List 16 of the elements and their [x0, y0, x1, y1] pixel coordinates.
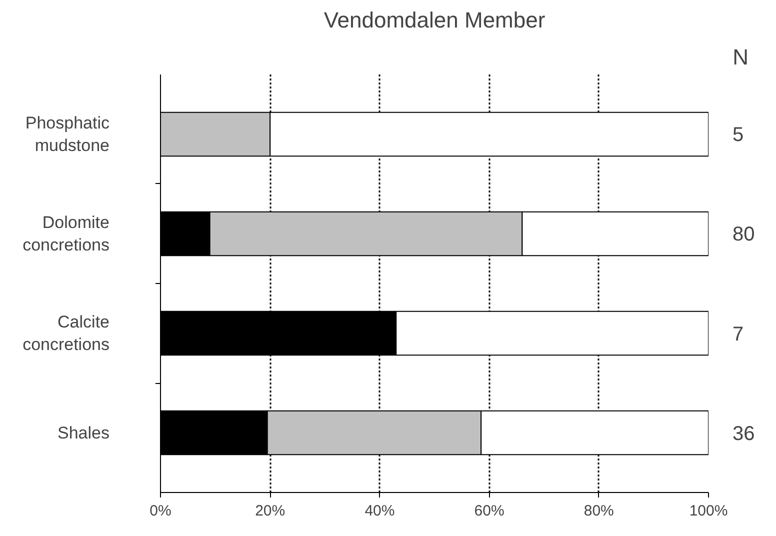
x-tick-label: 20% — [255, 502, 286, 520]
text: 5 — [732, 124, 744, 146]
text: 36 — [732, 422, 755, 445]
x-tick-label: 40% — [364, 502, 395, 520]
text: N — [732, 44, 749, 70]
x-tick-label: 100% — [689, 502, 728, 520]
x-tick-label: 80% — [584, 502, 614, 520]
text: 7 — [732, 323, 744, 346]
y-tick-label: Dolomite concretions — [22, 212, 110, 255]
x-tick-label: 0% — [150, 502, 172, 520]
x-tick-label: 60% — [474, 502, 504, 520]
text: 80 — [732, 224, 755, 246]
y-tick-label: Shales — [58, 423, 110, 442]
chart-title: Vendomdalen Member — [324, 8, 546, 32]
y-tick-label: Calcite concretions — [22, 312, 110, 354]
y-tick-label: Phosphatic mudstone — [25, 113, 110, 156]
